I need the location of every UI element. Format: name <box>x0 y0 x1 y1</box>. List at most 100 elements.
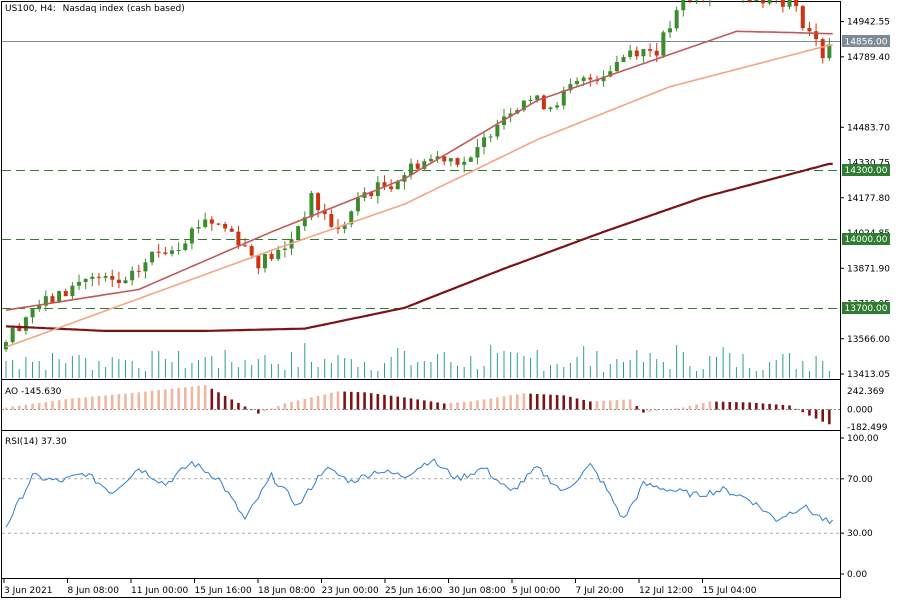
candle-body <box>57 291 61 302</box>
candle-body <box>462 162 466 165</box>
time-tick-label: 8 Jun 08:00 <box>68 586 120 596</box>
candle-body <box>475 147 479 157</box>
candle-body <box>575 81 579 84</box>
candle-body <box>648 49 652 51</box>
candle-body <box>276 250 280 259</box>
price-tick-label: 13566.00 <box>847 335 890 345</box>
time-tick-label: 25 Jun 16:00 <box>385 586 442 596</box>
candle-body <box>236 232 240 246</box>
candle-body <box>821 39 825 58</box>
candle-body <box>316 193 320 210</box>
level-price-label: 13700.00 <box>845 304 888 314</box>
candle-body <box>170 250 174 254</box>
candle-body <box>64 291 68 296</box>
candle-body <box>50 296 54 302</box>
time-tick-label: 15 Jul 04:00 <box>703 586 757 596</box>
candle-body <box>309 193 313 217</box>
candle-body <box>37 306 41 309</box>
rsi-tick-label: 0.00 <box>847 570 867 580</box>
price-tick-label: 14483.70 <box>847 123 890 133</box>
chart-title: US100, H4: Nasdaq index (cash based) <box>5 4 185 15</box>
candle-body <box>588 78 592 80</box>
price-tick-label: 14789.40 <box>847 53 890 63</box>
candle-body <box>223 224 227 229</box>
candle-body <box>622 57 626 62</box>
candle-body <box>283 248 287 249</box>
candle-body <box>814 31 818 39</box>
candle-body <box>748 0 752 1</box>
candle-body <box>768 0 772 3</box>
time-tick-label: 15 Jun 16:00 <box>195 586 252 596</box>
candle-body <box>807 28 811 31</box>
candle-body <box>150 252 154 263</box>
candle-body <box>761 0 765 3</box>
candle-body <box>754 0 758 1</box>
candle-body <box>416 164 420 169</box>
candle-body <box>801 6 805 28</box>
candle-body <box>130 271 134 280</box>
candle-body <box>661 32 665 55</box>
candle-body <box>615 62 619 71</box>
current-price-label: 14856.00 <box>845 38 888 48</box>
candle-body <box>11 328 15 342</box>
candle-body <box>655 51 659 56</box>
candle-body <box>489 137 493 138</box>
level-price-label: 14000.00 <box>845 235 888 245</box>
candle-body <box>190 228 194 243</box>
candle-body <box>24 317 28 331</box>
time-tick-label: 7 Jul 20:00 <box>576 586 625 596</box>
price-tick-label: 14942.55 <box>847 18 890 28</box>
candle-body <box>794 0 798 6</box>
candle-body <box>97 277 101 278</box>
candle-body <box>230 229 234 232</box>
candle-body <box>270 254 274 259</box>
candle-body <box>31 309 35 317</box>
time-tick-label: 30 Jun 08:00 <box>449 586 506 596</box>
candle-body <box>788 0 792 7</box>
candle-body <box>216 224 220 225</box>
candle-body <box>77 282 81 286</box>
candle-body <box>124 280 128 283</box>
rsi-tick-label: 30.00 <box>847 529 873 539</box>
candle-body <box>628 50 632 56</box>
time-tick-label: 5 Jul 00:00 <box>512 586 561 596</box>
candle-body <box>243 245 247 246</box>
candle-body <box>256 256 260 269</box>
candle-body <box>529 100 533 101</box>
candle-body <box>469 158 473 162</box>
candle-body <box>70 286 74 296</box>
candle-body <box>250 246 254 256</box>
candle-body <box>157 252 161 253</box>
candle-body <box>681 0 685 10</box>
candle-body <box>183 243 187 250</box>
candle-body <box>177 250 181 251</box>
ao-label: AO -145.630 <box>5 387 61 398</box>
rsi-tick-label: 100.00 <box>847 434 879 444</box>
rsi-tick-label: 70.00 <box>847 475 873 485</box>
level-price-label: 14300.00 <box>845 166 888 176</box>
candle-body <box>17 328 21 331</box>
ao-tick-label: 0.000 <box>847 406 873 416</box>
candle-body <box>582 78 586 81</box>
candle-body <box>203 219 207 227</box>
time-tick-label: 3 Jun 2021 <box>4 586 52 596</box>
candle-body <box>429 159 433 161</box>
candle-body <box>90 277 94 279</box>
candle-body <box>210 219 214 223</box>
candle-body <box>482 137 486 147</box>
candle-body <box>495 125 499 137</box>
candle-body <box>827 44 831 58</box>
candle-body <box>263 254 267 268</box>
candle-body <box>781 0 785 7</box>
description-label: Nasdaq index (cash based) <box>63 4 185 14</box>
ma-slow-line <box>6 164 833 331</box>
price-tick-label: 14177.80 <box>847 194 890 204</box>
candle-body <box>635 50 639 56</box>
ao-tick-label: -182.499 <box>847 423 888 433</box>
candle-body <box>197 227 201 228</box>
time-tick-label: 11 Jun 00:00 <box>131 586 188 596</box>
candle-body <box>329 214 333 227</box>
rsi-line <box>6 459 833 527</box>
